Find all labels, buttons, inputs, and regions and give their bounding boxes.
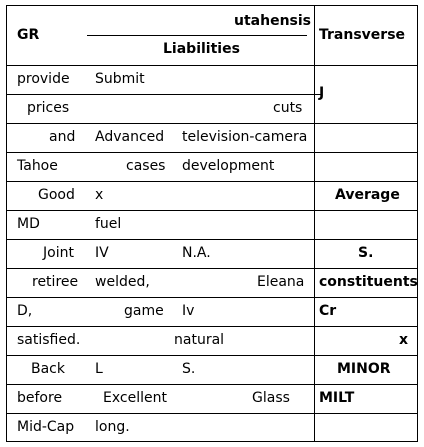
data-table: GR utahensis Liabilities Transverse prov… bbox=[6, 5, 418, 442]
table-cell: television-camera bbox=[182, 129, 308, 145]
table-cell: Eleana bbox=[257, 274, 305, 290]
row-divider bbox=[7, 355, 417, 356]
table-cell: natural bbox=[174, 332, 225, 348]
table-cell: Good bbox=[38, 187, 75, 203]
table-cell: N.A. bbox=[182, 245, 211, 261]
table-cell: L bbox=[95, 361, 103, 377]
table-cell: long. bbox=[95, 419, 130, 435]
table-cell: prices bbox=[27, 100, 70, 116]
header-transverse: Transverse bbox=[319, 27, 406, 43]
table-cell: J bbox=[319, 85, 325, 101]
table-cell: Tahoe bbox=[17, 158, 58, 174]
table-cell: cases bbox=[126, 158, 166, 174]
column-divider bbox=[314, 6, 315, 441]
table-cell: game bbox=[124, 303, 164, 319]
table-cell: constituents bbox=[319, 274, 418, 290]
table-cell: Advanced bbox=[95, 129, 165, 145]
table-cell: Iv bbox=[182, 303, 195, 319]
table-cell: before bbox=[17, 390, 63, 406]
row-divider bbox=[7, 413, 417, 414]
row-divider bbox=[7, 123, 417, 124]
table-cell: fuel bbox=[95, 216, 122, 232]
row-divider bbox=[7, 65, 417, 66]
header-gr: GR bbox=[17, 27, 40, 43]
header-utahensis: utahensis bbox=[234, 13, 311, 29]
table-cell: Joint bbox=[43, 245, 74, 261]
row-divider bbox=[7, 181, 417, 182]
row-divider bbox=[7, 297, 417, 298]
table-cell: MILT bbox=[319, 390, 355, 406]
table-cell: Back bbox=[31, 361, 65, 377]
table-cell: welded, bbox=[95, 274, 150, 290]
table-cell: S. bbox=[182, 361, 196, 377]
table-cell: development bbox=[182, 158, 275, 174]
table-cell: Glass bbox=[252, 390, 290, 406]
table-cell: D, bbox=[17, 303, 33, 319]
table-cell: MD bbox=[17, 216, 40, 232]
table-cell: S. bbox=[358, 245, 374, 261]
table-cell: retiree bbox=[32, 274, 79, 290]
table-cell: x bbox=[95, 187, 104, 203]
row-divider bbox=[7, 152, 417, 153]
table-cell: Cr bbox=[319, 303, 337, 319]
row-divider bbox=[7, 94, 321, 95]
table-cell: satisfied. bbox=[17, 332, 81, 348]
table-cell: IV bbox=[95, 245, 109, 261]
header-liabilities: Liabilities bbox=[163, 41, 240, 57]
table-cell: x bbox=[399, 332, 409, 348]
table-cell: MINOR bbox=[337, 361, 391, 377]
table-cell: cuts bbox=[273, 100, 303, 116]
row-divider bbox=[7, 268, 417, 269]
header-subrule bbox=[87, 35, 307, 36]
table-cell: Mid-Cap bbox=[17, 419, 75, 435]
table-cell: Excellent bbox=[103, 390, 167, 406]
table-cell: provide bbox=[17, 71, 70, 87]
table-cell: Average bbox=[335, 187, 400, 203]
row-divider bbox=[7, 326, 417, 327]
row-divider bbox=[7, 210, 417, 211]
table-cell: Submit bbox=[95, 71, 145, 87]
row-divider bbox=[7, 239, 417, 240]
row-divider bbox=[7, 384, 417, 385]
table-cell: and bbox=[49, 129, 76, 145]
